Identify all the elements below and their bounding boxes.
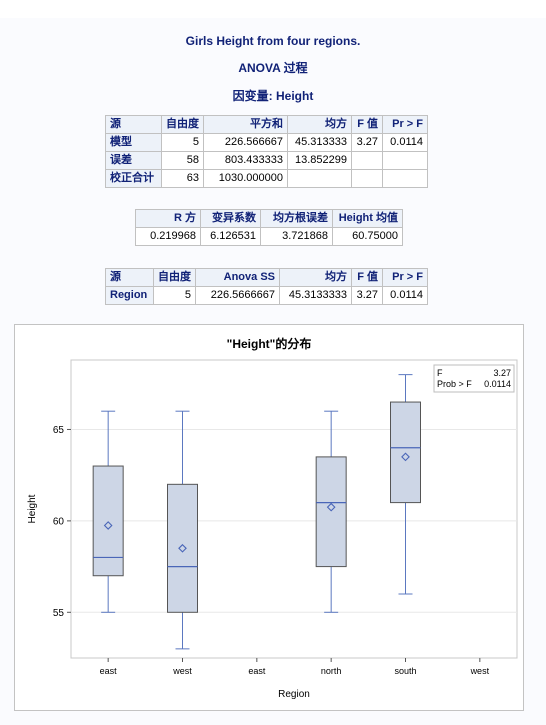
table-row: Region 5 226.5666667 45.3133333 3.27 0.0… (105, 286, 428, 305)
inset-f-label: F (437, 368, 443, 378)
grid-lines (71, 428, 517, 613)
table-cell (351, 169, 383, 188)
table-row: 校正合计 63 1030.000000 (105, 169, 428, 188)
table-cell: 0.0114 (382, 286, 428, 305)
box-series (92, 374, 421, 650)
table-cell (351, 151, 383, 170)
box-plot-frame: "Height"的分布 55 60 65 east west east north sout… (14, 324, 524, 711)
anova-header-row: 源 自由度 平方和 均方 F 值 Pr > F (105, 115, 428, 134)
row-header: 模型 (105, 133, 162, 152)
table-cell: 3.721868 (260, 227, 333, 246)
col-header-rsquare: R 方 (135, 209, 201, 228)
table-cell: 58 (161, 151, 204, 170)
col-header-df: 自由度 (161, 115, 204, 134)
table-cell (382, 151, 428, 170)
table-cell: 45.313333 (287, 133, 352, 152)
table-cell: 226.566667 (203, 133, 288, 152)
col-header-p: Pr > F (382, 268, 428, 287)
plot-area (70, 359, 518, 659)
ss-header-row: 源 自由度 Anova SS 均方 F 值 Pr > F (105, 268, 428, 287)
fit-statistics-table: R 方 变异系数 均方根误差 Height 均值 0.219968 6.1265… (135, 209, 403, 246)
mean-marker (326, 502, 336, 512)
col-header-source: 源 (105, 115, 162, 134)
procedure-title: ANOVA 过程 (238, 61, 308, 75)
table-cell (382, 169, 428, 188)
table-cell: 13.852299 (287, 151, 352, 170)
table-row: 模型 5 226.566667 45.313333 3.27 0.0114 (105, 133, 428, 152)
box-plot-chart: "Height"的分布 55 60 65 east west east north sout… (27, 336, 518, 700)
box-plot-west (167, 410, 198, 650)
stats-inset: F 3.27 Prob > F 0.0114 (433, 364, 515, 393)
row-header: 误差 (105, 151, 162, 170)
iqr-box (390, 401, 421, 504)
row-header: Region (105, 286, 154, 305)
table-row: 误差 58 803.433333 13.852299 (105, 151, 428, 170)
x-tick-label: west (172, 666, 192, 676)
col-header-ms: 均方 (279, 268, 352, 287)
col-header-f: F 值 (351, 115, 383, 134)
inset-p-label: Prob > F (437, 379, 472, 389)
y-tick-label: 55 (53, 608, 65, 619)
x-axis-label: Region (278, 689, 310, 700)
col-header-cv: 变异系数 (200, 209, 261, 228)
inset-f-value: 3.27 (493, 368, 511, 378)
dependent-variable-title: 因变量: Height (232, 89, 314, 103)
report-title: Girls Height from four regions. (185, 34, 361, 48)
table-cell: 60.75000 (332, 227, 403, 246)
row-header: 校正合计 (105, 169, 162, 188)
table-cell: 0.0114 (382, 133, 428, 152)
box-plot-south (390, 374, 421, 595)
x-tick-label: east (100, 666, 118, 676)
table-cell: 1030.000000 (203, 169, 288, 188)
top-strip (0, 0, 546, 18)
table-cell: 63 (161, 169, 204, 188)
mean-marker (103, 521, 113, 530)
y-tick-label: 65 (53, 425, 65, 436)
table-cell: 3.27 (351, 286, 383, 305)
x-axis-ticks: east west east north south west (100, 658, 490, 676)
inset-p-value: 0.0114 (484, 379, 511, 389)
table-row: 0.219968 6.126531 3.721868 60.75000 (135, 227, 403, 246)
mean-marker (401, 452, 410, 462)
col-header-df: 自由度 (153, 268, 196, 287)
anova-ss-table: 源 自由度 Anova SS 均方 F 值 Pr > F Region 5 22… (105, 268, 428, 305)
iqr-box (167, 483, 198, 613)
iqr-box (92, 465, 124, 577)
box-plot-east (92, 410, 124, 613)
table-cell: 803.433333 (203, 151, 288, 170)
chart-title: "Height"的分布 (227, 336, 312, 351)
mean-marker (178, 543, 187, 553)
col-header-ms: 均方 (287, 115, 352, 134)
box-plot-north (315, 410, 347, 613)
stats-inset-border (433, 364, 515, 393)
y-axis-label: Height (27, 494, 38, 523)
col-header-source: 源 (105, 268, 154, 287)
anova-table: 源 自由度 平方和 均方 F 值 Pr > F 模型 5 226.566667 … (105, 115, 428, 188)
x-tick-label: east (248, 666, 266, 676)
col-header-rmse: 均方根误差 (260, 209, 333, 228)
y-tick-label: 60 (53, 516, 65, 527)
fit-header-row: R 方 变异系数 均方根误差 Height 均值 (135, 209, 403, 228)
col-header-ss: 平方和 (203, 115, 288, 134)
table-cell: 0.219968 (135, 227, 201, 246)
table-cell: 3.27 (351, 133, 383, 152)
table-cell: 6.126531 (200, 227, 261, 246)
x-tick-label: north (321, 666, 342, 676)
y-axis-ticks: 55 60 65 (53, 425, 71, 619)
table-cell: 45.3133333 (279, 286, 352, 305)
col-header-p: Pr > F (382, 115, 428, 134)
col-header-mean: Height 均值 (332, 209, 403, 228)
table-cell: 5 (161, 133, 204, 152)
x-tick-label: south (394, 666, 416, 676)
col-header-anova-ss: Anova SS (195, 268, 280, 287)
table-cell: 5 (153, 286, 196, 305)
table-cell: 226.5666667 (195, 286, 280, 305)
col-header-f: F 值 (351, 268, 383, 287)
iqr-box (315, 456, 347, 568)
table-cell (287, 169, 352, 188)
x-tick-label: west (470, 666, 490, 676)
